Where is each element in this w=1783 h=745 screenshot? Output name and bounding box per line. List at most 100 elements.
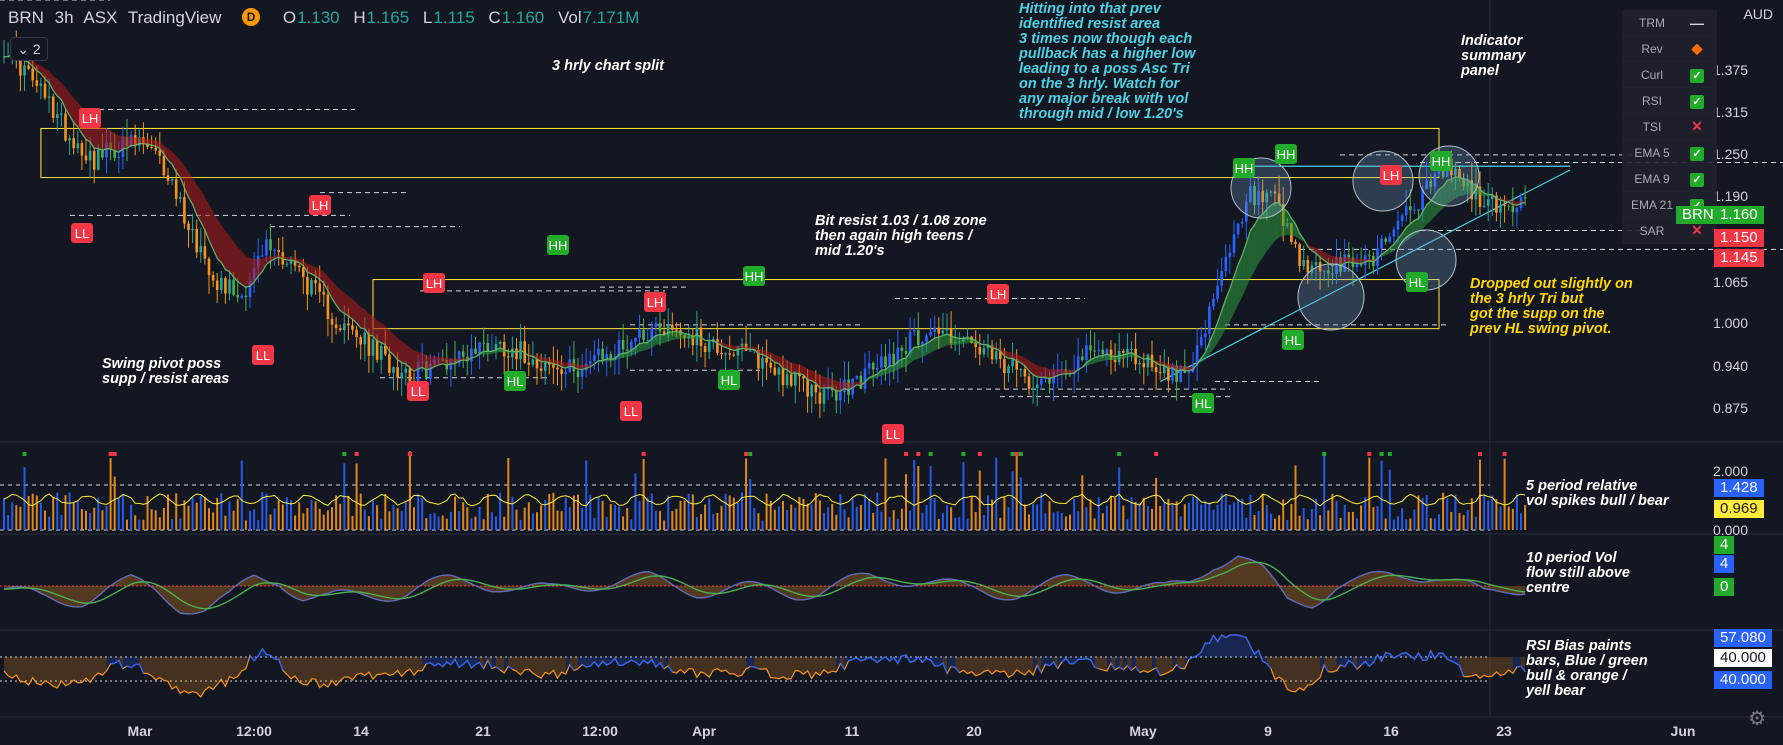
pivot-badge: [423, 273, 445, 293]
candle-body: [724, 353, 727, 355]
candle-body: [912, 330, 916, 332]
rsi-bias-fill: [1365, 657, 1370, 667]
rsi-bias-fill: [832, 657, 837, 673]
candle-body: [1413, 209, 1416, 211]
relvol-bar: [765, 493, 768, 530]
candle-body: [306, 276, 309, 295]
relvol-bar: [1274, 518, 1276, 530]
ema-ribbon-segment: [881, 369, 886, 376]
symbol-label[interactable]: BRN: [8, 8, 44, 27]
relvol-bar: [1212, 509, 1215, 530]
candle-body: [170, 179, 174, 181]
pivot-label-hh: HH: [1233, 158, 1255, 178]
relvol-bar: [1302, 508, 1305, 530]
candle-body: [215, 280, 219, 290]
ema-ribbon-segment: [213, 211, 218, 259]
relvol-bar: [306, 507, 309, 530]
ema-ribbon-segment: [122, 135, 127, 149]
rsi-bias-fill: [717, 657, 722, 672]
relvol-bar: [441, 515, 444, 530]
relvol-bar: [835, 514, 838, 530]
annotation-volume-flow: 10 period Vol flow still above centre: [1526, 550, 1630, 596]
relvol-bar: [900, 508, 903, 530]
pivot-badge: [743, 266, 765, 286]
relvol-spike-marker: [112, 452, 117, 456]
candle-body: [150, 146, 153, 148]
rsi-bias-fill: [1164, 657, 1169, 675]
candle-body: [982, 348, 986, 355]
relvol-bar: [954, 517, 957, 530]
relvol-bar: [806, 503, 809, 530]
cross-icon: ✕: [1691, 222, 1703, 238]
candle-body: [72, 138, 75, 149]
candle-body: [43, 83, 47, 98]
currency-label[interactable]: AUD: [1743, 6, 1773, 22]
rsi-bias-fill: [1516, 657, 1521, 667]
candle-body: [855, 375, 859, 379]
relvol-bar: [1155, 477, 1158, 530]
relvol-bar: [109, 458, 112, 530]
candle-body: [1011, 359, 1014, 367]
relvol-bar: [384, 494, 387, 530]
pivot-label-hh: HH: [1430, 151, 1452, 171]
rsi-level-tag: 40.000: [1714, 649, 1772, 667]
candle-body: [1347, 254, 1351, 258]
rsi-line-bull: [110, 634, 1526, 677]
data-status-icon[interactable]: D: [242, 8, 261, 26]
relvol-bar: [1179, 516, 1182, 530]
rsi-bias-fill: [1439, 653, 1444, 657]
candle-body: [388, 354, 391, 373]
candle-body: [482, 342, 485, 344]
pivot-badge-text: LH: [82, 111, 99, 126]
candle-body: [974, 342, 977, 347]
relvol-bar: [314, 501, 317, 530]
relvol-bar: [1442, 492, 1445, 530]
symbol-price-tag: BRN: [1676, 206, 1720, 224]
pivot-badge-text: HH: [1277, 147, 1296, 162]
interval-label[interactable]: 3h: [54, 8, 74, 27]
rsi-bias-fill: [295, 657, 300, 682]
relvol-bar: [470, 518, 473, 530]
rsi-bias-fill: [270, 655, 275, 659]
candle-body: [761, 357, 764, 369]
pivot-badge-text: HH: [1235, 161, 1254, 176]
relvol-bar: [347, 495, 350, 530]
candle-body: [277, 250, 280, 253]
panel-row-trm: TRM —: [1622, 10, 1717, 36]
relvol-bar: [495, 516, 497, 530]
low-label: L: [422, 8, 433, 27]
relvol-bar: [1081, 475, 1084, 530]
rsi-bias-fill: [1094, 657, 1099, 669]
rsi-bias-fill: [12, 657, 17, 679]
gear-icon[interactable]: ⚙: [1748, 708, 1766, 730]
relvol-bar: [1048, 501, 1051, 530]
rsi-bias-fill: [1024, 657, 1029, 676]
close-value: 1.160: [501, 8, 545, 27]
candle-body: [1097, 349, 1100, 351]
relvol-bar: [1032, 504, 1035, 530]
candle-body: [625, 349, 629, 351]
candle-body: [1491, 195, 1494, 200]
indicator-collapse-button[interactable]: ⌄ 2: [10, 37, 48, 61]
pivot-badge: [1192, 393, 1214, 413]
relvol-bar: [72, 502, 75, 530]
candle-body: [900, 347, 904, 351]
rsi-bias-fill: [1320, 657, 1325, 678]
rsi-bias-fill: [680, 657, 685, 674]
relvol-bar: [585, 460, 588, 530]
ema-ribbon-segment: [1045, 367, 1050, 379]
ema-ribbon-segment: [311, 265, 316, 277]
rsi-value-tag: 57.080: [1714, 629, 1772, 647]
ema-ribbon-segment: [934, 337, 939, 351]
rsi-bias-fill: [1287, 657, 1292, 692]
rsi-bias-fill: [143, 657, 148, 674]
ema-ribbon-segment: [151, 139, 156, 147]
ema-ribbon-segment: [1328, 254, 1333, 266]
relvol-spike-marker: [977, 452, 982, 456]
relvol-bar: [257, 520, 260, 530]
relvol-spike-marker: [916, 452, 921, 456]
rsi-bias-fill: [303, 657, 308, 685]
ema-ribbon-segment: [1426, 200, 1431, 225]
candle-body: [564, 371, 567, 375]
